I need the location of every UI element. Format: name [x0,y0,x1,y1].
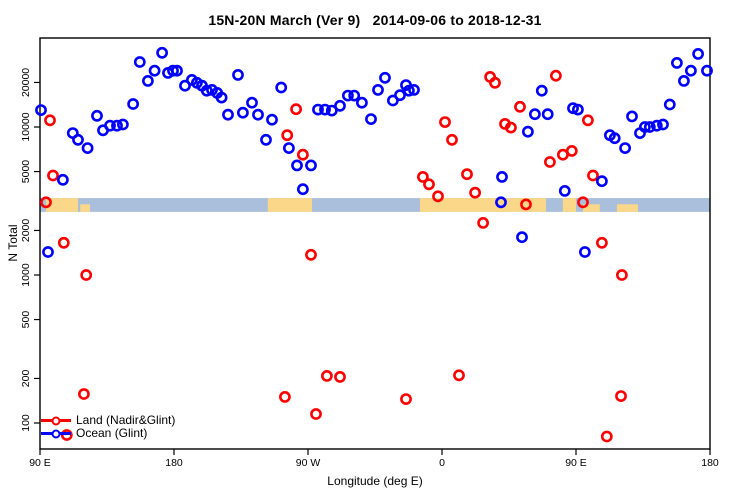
svg-text:200: 200 [20,370,32,388]
svg-text:20000: 20000 [20,68,32,97]
series-ocean-points [35,46,713,258]
svg-text:500: 500 [20,311,32,329]
svg-text:90 W: 90 W [296,457,321,469]
svg-text:2000: 2000 [20,219,32,243]
legend-item-land: Land (Nadir&Glint) [41,414,175,427]
plot-frame [39,37,711,450]
y-axis-title: N Total [6,224,20,262]
svg-text:10000: 10000 [20,112,32,141]
chart-title: 15N-20N March (Ver 9) 2014-09-06 to 2018… [208,12,542,28]
svg-text:180: 180 [701,457,719,469]
svg-text:90 E: 90 E [29,457,51,469]
legend-label-ocean: Ocean (Glint) [76,426,148,440]
land-marker-icon [41,415,71,427]
series-land-points [40,69,628,443]
svg-text:0: 0 [439,457,445,469]
svg-text:180: 180 [165,457,183,469]
svg-text:1000: 1000 [20,263,32,287]
x-axis: 90 E 180 90 W 0 90 E 180 [29,449,719,469]
latitude-map-band [40,198,710,212]
svg-text:5000: 5000 [20,160,32,184]
legend-label-land: Land (Nadir&Glint) [76,413,176,427]
y-axis: 100 200 500 1000 2000 5000 10000 20000 [20,68,40,432]
svg-text:90 E: 90 E [565,457,587,469]
x-axis-title: Longitude (deg E) [327,474,423,488]
svg-text:100: 100 [20,414,32,432]
legend-item-ocean: Ocean (Glint) [41,427,175,440]
ocean-marker-icon [41,428,71,440]
legend: Land (Nadir&Glint) Ocean (Glint) [41,414,175,440]
